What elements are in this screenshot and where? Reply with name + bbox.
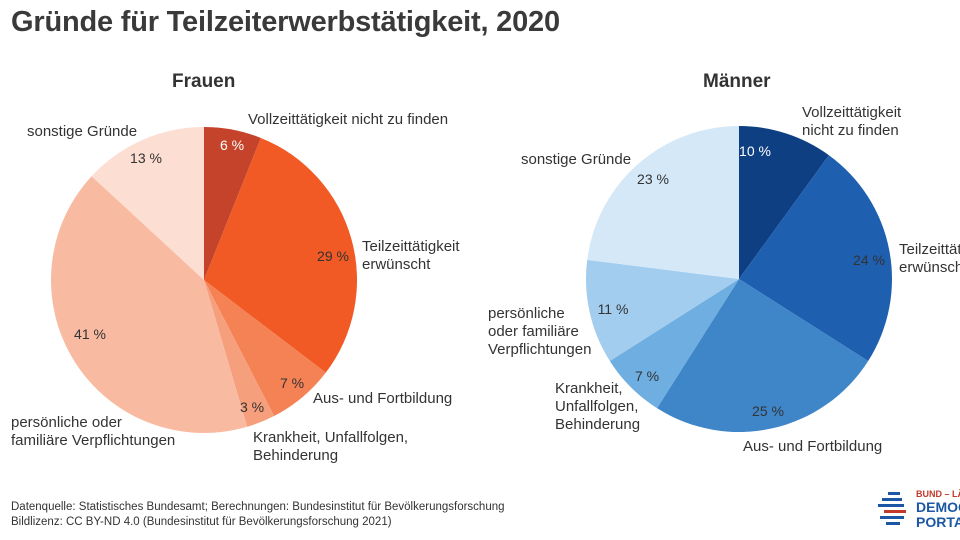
pie-slice-maenner-0 bbox=[739, 126, 829, 279]
logo-text: BUND – LÄNDER DEMOGRAFIE PORTAL bbox=[916, 488, 960, 530]
category-label-maenner-5: sonstige Gründe bbox=[521, 151, 632, 168]
chart-title-frauen: Frauen bbox=[172, 71, 236, 92]
category-label-maenner-0: Vollzeittätigkeit nicht zu finden bbox=[802, 104, 902, 139]
value-label-maenner-0: 10 % bbox=[739, 143, 771, 159]
pie-slice-maenner-2 bbox=[657, 279, 869, 432]
category-label-frauen-3: Krankheit, Unfallfolgen, Behinderung bbox=[253, 429, 409, 464]
pie-slice-frauen-5 bbox=[91, 127, 204, 280]
logo-line-3: PORTAL bbox=[916, 514, 960, 530]
category-label-frauen-0: Vollzeittätigkeit nicht zu finden bbox=[248, 111, 449, 128]
logo-line-1: BUND – LÄNDER bbox=[916, 489, 960, 499]
category-label-frauen-2: Aus- und Fortbildung bbox=[313, 390, 453, 407]
category-label-maenner-2: Aus- und Fortbildung bbox=[743, 438, 883, 455]
pie-slice-frauen-0 bbox=[204, 127, 261, 280]
category-label-frauen-4: persönliche oder familiäre Verpflichtunge… bbox=[11, 414, 176, 449]
category-label-frauen-1: Teilzeittätigkeit erwünscht bbox=[362, 238, 460, 273]
pie-slice-maenner-5 bbox=[587, 126, 739, 279]
category-label-maenner-3: Krankheit, Unfallfolgen, Behinderung bbox=[555, 380, 641, 433]
value-label-frauen-5: 13 % bbox=[130, 150, 162, 166]
value-label-maenner-2: 25 % bbox=[752, 403, 784, 419]
page-title: Gründe für Teilzeiterwerbstätigkeit, 202… bbox=[11, 6, 560, 38]
license-note: Bildlizenz: CC BY-ND 4.0 (Bundesinstitut… bbox=[11, 516, 392, 528]
value-label-frauen-2: 7 % bbox=[279, 375, 305, 391]
category-label-maenner-4: persönliche oder familiäre Verpflichtungen bbox=[488, 305, 592, 358]
pie-slice-maenner-4 bbox=[586, 259, 739, 361]
value-label-maenner-5: 23 % bbox=[637, 171, 669, 187]
value-label-maenner-4: 11 % bbox=[597, 301, 629, 317]
pie-slice-maenner-3 bbox=[609, 279, 739, 409]
footer: Datenquelle: Statistisches Bundesamt; Be… bbox=[11, 500, 505, 530]
logo-line-2: DEMOGRAFIE bbox=[916, 499, 960, 515]
value-label-frauen-0: 6 % bbox=[219, 137, 245, 153]
pie-slice-frauen-1 bbox=[204, 137, 357, 373]
source-note: Datenquelle: Statistisches Bundesamt; Be… bbox=[11, 501, 505, 513]
value-label-maenner-1: 24 % bbox=[853, 252, 885, 268]
pie-frauen bbox=[51, 127, 357, 433]
category-label-frauen-5: sonstige Gründe bbox=[27, 123, 138, 140]
demografie-portal-logo[interactable]: BUND – LÄNDER DEMOGRAFIE PORTAL bbox=[878, 488, 960, 532]
pie-maenner bbox=[586, 126, 892, 432]
logo-icon bbox=[878, 492, 906, 525]
value-label-frauen-4: 41 % bbox=[74, 326, 106, 342]
value-label-maenner-3: 7 % bbox=[634, 368, 660, 384]
chart-title-maenner: Männer bbox=[703, 71, 771, 92]
pie-slice-frauen-3 bbox=[204, 280, 275, 427]
value-label-frauen-1: 29 % bbox=[317, 248, 349, 264]
pie-slice-frauen-4 bbox=[51, 176, 248, 433]
pie-slice-frauen-2 bbox=[204, 280, 326, 416]
pie-slice-maenner-1 bbox=[739, 155, 892, 361]
value-label-frauen-3: 3 % bbox=[239, 399, 265, 415]
